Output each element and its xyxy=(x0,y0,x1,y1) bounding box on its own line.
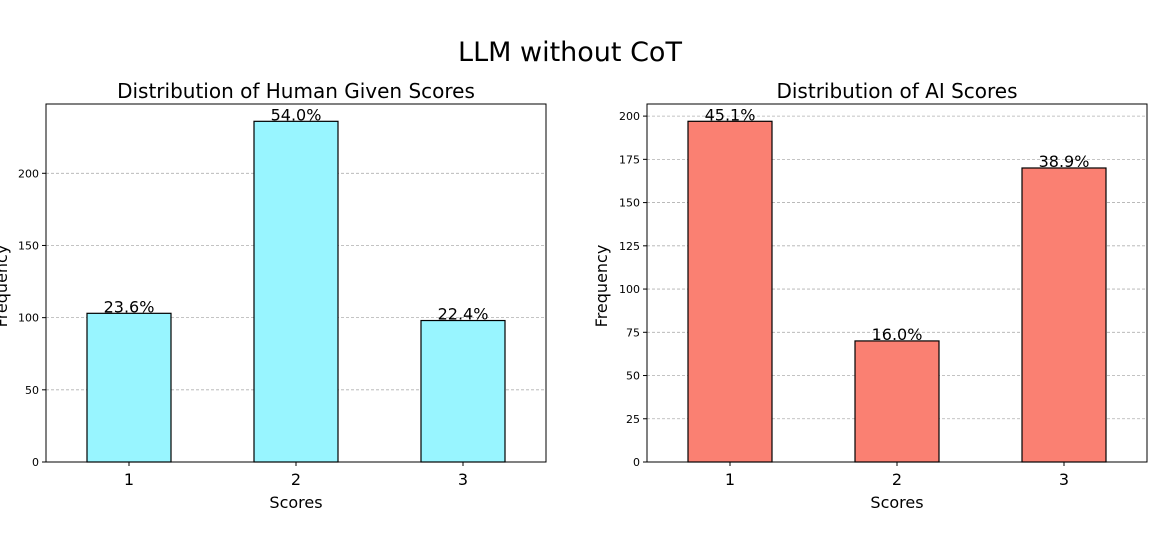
y-tick-label: 75 xyxy=(626,326,640,339)
x-tick-label: 3 xyxy=(458,470,468,489)
chart-title: Distribution of AI Scores xyxy=(776,79,1017,103)
bar-value-label: 22.4% xyxy=(438,305,489,324)
x-tick-label: 1 xyxy=(725,470,735,489)
figure-title: LLM without CoT xyxy=(458,37,682,68)
y-tick-label: 50 xyxy=(626,370,640,383)
bar-value-label: 38.9% xyxy=(1039,152,1090,171)
bar-value-label: 23.6% xyxy=(104,297,155,316)
y-tick-label: 0 xyxy=(633,456,640,469)
y-tick-label: 50 xyxy=(25,384,39,397)
y-tick-label: 100 xyxy=(619,283,640,296)
bar xyxy=(420,319,506,463)
y-tick-label: 100 xyxy=(18,312,39,325)
x-axis-label: Scores xyxy=(870,493,923,512)
y-tick-label: 25 xyxy=(626,413,640,426)
bar-value-label: 54.0% xyxy=(271,105,322,124)
y-tick-label: 175 xyxy=(619,153,640,166)
bar-value-label: 16.0% xyxy=(872,325,923,344)
bar xyxy=(86,312,172,463)
bar xyxy=(854,340,940,463)
chart-title: Distribution of Human Given Scores xyxy=(117,79,475,103)
y-tick-label: 0 xyxy=(32,456,39,469)
y-tick-label: 125 xyxy=(619,240,640,253)
bar xyxy=(1021,167,1107,463)
y-axis-label: Frequency xyxy=(0,245,11,328)
x-tick-label: 1 xyxy=(124,470,134,489)
x-axis-label: Scores xyxy=(269,493,322,512)
bar xyxy=(687,120,773,463)
y-tick-label: 200 xyxy=(619,110,640,123)
x-tick-label: 2 xyxy=(291,470,301,489)
y-tick-label: 150 xyxy=(619,197,640,210)
y-tick-label: 150 xyxy=(18,239,39,252)
y-tick-label: 200 xyxy=(18,167,39,180)
bar-value-label: 45.1% xyxy=(705,105,756,124)
bar xyxy=(253,120,339,463)
x-tick-label: 3 xyxy=(1059,470,1069,489)
x-tick-label: 2 xyxy=(892,470,902,489)
y-axis-label: Frequency xyxy=(592,245,611,328)
